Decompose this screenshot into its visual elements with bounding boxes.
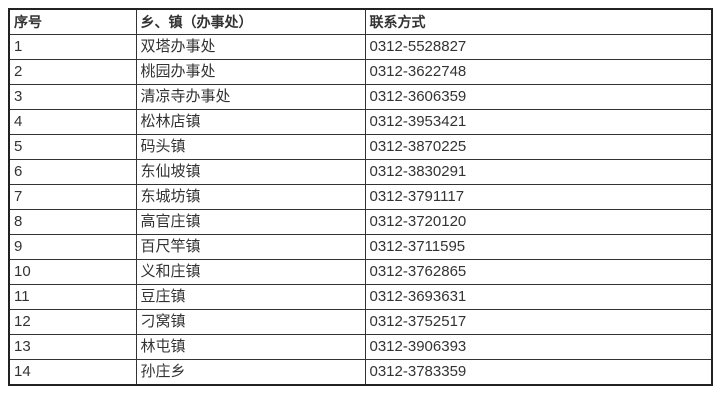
cell-seq: 12 [8,309,137,335]
cell-town: 豆庄镇 [135,284,366,310]
table-row: 2 桃园办事处 0312-3622748 [8,59,713,85]
cell-seq: 3 [8,84,137,110]
cell-seq: 4 [8,109,137,135]
cell-town: 高官庄镇 [135,209,366,235]
cell-seq: 9 [8,234,137,260]
cell-phone: 0312-3720120 [364,209,713,235]
table-row: 12 刁窝镇 0312-3752517 [8,309,713,335]
table-row: 11 豆庄镇 0312-3693631 [8,284,713,310]
cell-phone: 0312-3711595 [364,234,713,260]
cell-seq: 11 [8,284,137,310]
cell-phone: 0312-3870225 [364,134,713,160]
cell-town: 刁窝镇 [135,309,366,335]
cell-seq: 2 [8,59,137,85]
table-row: 7 东城坊镇 0312-3791117 [8,184,713,210]
cell-town: 百尺竿镇 [135,234,366,260]
table-row: 9 百尺竿镇 0312-3711595 [8,234,713,260]
table-row: 1 双塔办事处 0312-5528827 [8,34,713,60]
cell-town: 桃园办事处 [135,59,366,85]
column-header-town: 乡、镇（办事处） [135,8,366,35]
cell-phone: 0312-3693631 [364,284,713,310]
cell-phone: 0312-5528827 [364,34,713,60]
column-header-phone: 联系方式 [364,8,713,35]
table-row: 13 林屯镇 0312-3906393 [8,334,713,360]
cell-phone: 0312-3791117 [364,184,713,210]
table-row: 10 义和庄镇 0312-3762865 [8,259,713,285]
cell-seq: 13 [8,334,137,360]
table-row: 5 码头镇 0312-3870225 [8,134,713,160]
cell-phone: 0312-3830291 [364,159,713,185]
cell-phone: 0312-3752517 [364,309,713,335]
column-header-seq: 序号 [8,8,137,35]
cell-seq: 1 [8,34,137,60]
cell-town: 义和庄镇 [135,259,366,285]
cell-seq: 7 [8,184,137,210]
cell-seq: 6 [8,159,137,185]
township-contact-table: 序号 乡、镇（办事处） 联系方式 1 双塔办事处 0312-5528827 2 … [8,8,713,386]
cell-town: 双塔办事处 [135,34,366,60]
cell-town: 孙庄乡 [135,359,366,386]
cell-town: 码头镇 [135,134,366,160]
table-header-row: 序号 乡、镇（办事处） 联系方式 [8,8,713,35]
table-row: 6 东仙坡镇 0312-3830291 [8,159,713,185]
cell-town: 东城坊镇 [135,184,366,210]
cell-seq: 5 [8,134,137,160]
cell-phone: 0312-3783359 [364,359,713,386]
cell-phone: 0312-3906393 [364,334,713,360]
cell-seq: 14 [8,359,137,386]
cell-town: 东仙坡镇 [135,159,366,185]
table-row: 3 清凉寺办事处 0312-3606359 [8,84,713,110]
cell-town: 松林店镇 [135,109,366,135]
table-row: 4 松林店镇 0312-3953421 [8,109,713,135]
cell-phone: 0312-3762865 [364,259,713,285]
cell-phone: 0312-3953421 [364,109,713,135]
cell-town: 林屯镇 [135,334,366,360]
table-row: 14 孙庄乡 0312-3783359 [8,359,713,386]
cell-phone: 0312-3606359 [364,84,713,110]
cell-seq: 8 [8,209,137,235]
cell-town: 清凉寺办事处 [135,84,366,110]
cell-seq: 10 [8,259,137,285]
table-row: 8 高官庄镇 0312-3720120 [8,209,713,235]
cell-phone: 0312-3622748 [364,59,713,85]
